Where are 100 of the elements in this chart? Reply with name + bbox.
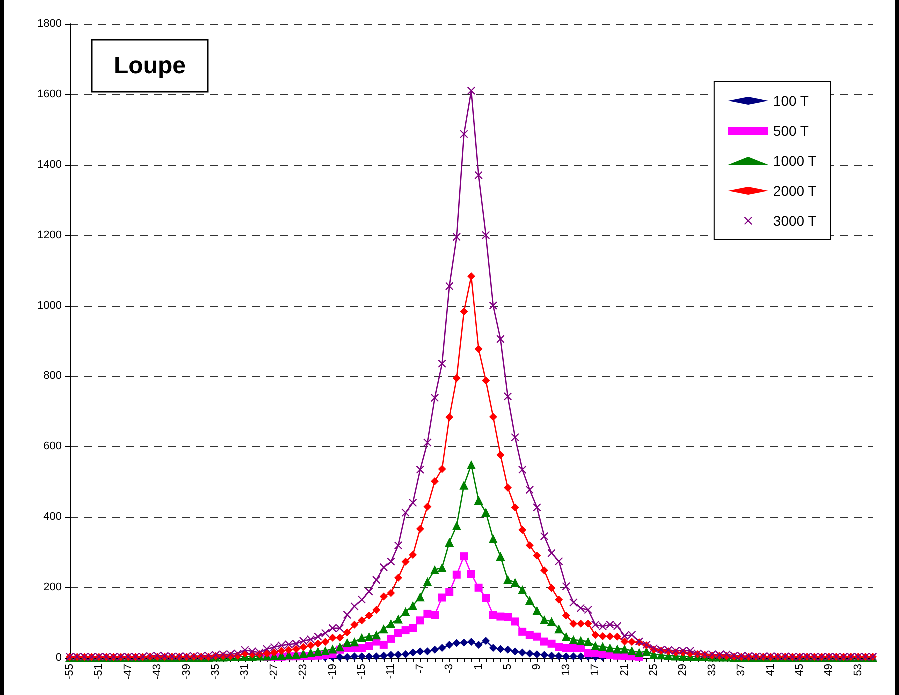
point <box>416 616 424 625</box>
legend-label: 100 T <box>773 93 810 109</box>
y-tick-label: 1200 <box>38 229 62 242</box>
point <box>526 631 534 640</box>
x-tick-label: 37 <box>736 664 748 676</box>
point <box>446 588 454 596</box>
x-tick-label: -39 <box>180 664 193 680</box>
point <box>474 584 483 592</box>
point <box>468 638 476 646</box>
point <box>446 640 454 649</box>
x-tick-label: 17 <box>590 664 602 676</box>
point <box>533 650 542 658</box>
point <box>424 648 432 656</box>
point <box>562 652 570 661</box>
point <box>380 640 388 649</box>
y-tick-label: 600 <box>44 440 62 453</box>
point <box>496 612 505 621</box>
x-tick-label: 53 <box>852 664 864 676</box>
point <box>482 637 490 646</box>
point <box>394 650 402 659</box>
x-tick-label: -27 <box>268 664 280 680</box>
x-tick-label: 21 <box>618 664 631 676</box>
y-tick-label: 800 <box>44 370 62 382</box>
point <box>460 638 468 647</box>
point <box>496 645 505 654</box>
point <box>511 648 520 656</box>
point <box>482 594 490 602</box>
x-tick-label: -19 <box>326 664 339 680</box>
y-tick-label: 1800 <box>38 18 62 30</box>
point <box>387 634 396 643</box>
x-tick-label: -3 <box>444 664 456 674</box>
point <box>460 552 468 561</box>
x-tick-label: -51 <box>93 664 106 680</box>
point <box>431 646 439 654</box>
x-tick-label: 5 <box>502 664 514 670</box>
point <box>336 653 344 662</box>
point <box>358 644 366 652</box>
x-tick-label: -7 <box>414 664 426 674</box>
point <box>518 648 527 657</box>
text: Loupe <box>114 52 186 80</box>
point <box>526 650 534 658</box>
point <box>504 613 512 622</box>
point <box>358 652 366 661</box>
point <box>555 643 564 652</box>
x-tick-label: -11 <box>385 664 398 680</box>
point <box>518 628 527 636</box>
point <box>570 652 578 661</box>
point <box>365 652 374 661</box>
point <box>431 611 439 620</box>
x-tick-label: -55 <box>64 664 76 680</box>
y-tick-label: 200 <box>44 582 62 594</box>
x-tick-label: -35 <box>210 664 222 680</box>
x-tick-label: 49 <box>823 664 836 676</box>
x-tick-label: -31 <box>239 664 252 680</box>
point <box>474 640 483 649</box>
x-tick-label: 25 <box>648 664 660 676</box>
point <box>489 611 498 620</box>
legend-label: 500 T <box>773 123 810 139</box>
point <box>402 626 410 635</box>
point <box>343 653 352 662</box>
point <box>540 638 548 646</box>
legend-label: 2000 T <box>773 183 818 199</box>
point <box>409 648 418 657</box>
y-tick-label: 1400 <box>38 158 62 171</box>
x-tick-label: 29 <box>677 664 690 676</box>
point <box>540 651 548 660</box>
x-tick-label: -43 <box>152 664 164 680</box>
point <box>511 618 520 626</box>
point <box>548 652 556 660</box>
x-tick-label: 1 <box>472 664 485 670</box>
legend-label: 1000 T <box>773 153 818 169</box>
x-tick-label: 33 <box>706 664 718 676</box>
point <box>468 570 476 578</box>
x-tick-label: -15 <box>356 664 368 680</box>
point <box>402 650 410 658</box>
x-tick-label: 13 <box>560 664 572 676</box>
point <box>380 652 388 660</box>
y-tick-label: 1600 <box>38 88 62 100</box>
point <box>504 646 512 654</box>
point <box>438 644 446 652</box>
point <box>577 652 585 661</box>
x-tick-label: 41 <box>764 664 777 676</box>
point <box>424 610 432 618</box>
point <box>387 651 396 660</box>
point <box>452 570 461 579</box>
point <box>533 632 542 641</box>
point <box>570 644 578 652</box>
point <box>489 644 498 652</box>
y-tick-label: 1000 <box>38 300 62 312</box>
point <box>555 652 564 660</box>
y-tick-label: 0 <box>56 652 62 664</box>
x-tick-label: -47 <box>122 664 134 680</box>
legend-label: 3000 T <box>773 213 818 229</box>
point <box>416 648 424 656</box>
point <box>438 594 446 602</box>
point <box>372 652 381 661</box>
x-tick-label: -23 <box>298 664 310 680</box>
x-tick-label: 45 <box>794 664 806 676</box>
point <box>548 640 556 648</box>
point <box>394 628 402 637</box>
